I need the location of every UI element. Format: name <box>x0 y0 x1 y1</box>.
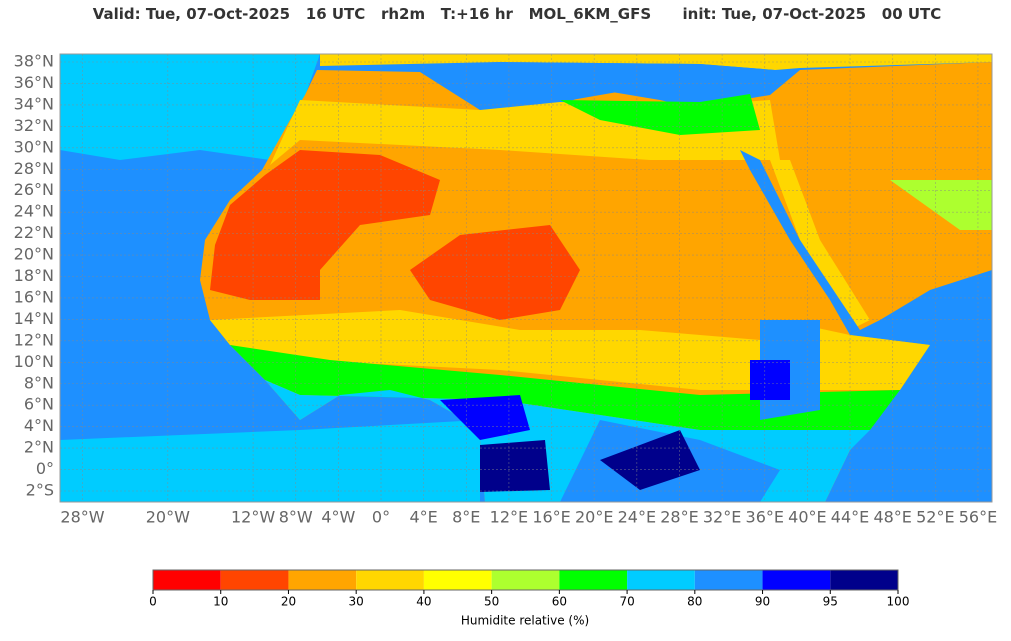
lon-label: 40°E <box>788 508 826 527</box>
colorbar-tick-label: 90 <box>755 595 770 609</box>
map <box>60 54 992 502</box>
lat-label: 22°N <box>14 223 54 242</box>
lon-label: 4°W <box>321 508 355 527</box>
colorbar-segment <box>559 570 628 590</box>
title: Valid: Tue, 07-Oct-2025 16 UTC rh2m T:+1… <box>93 5 942 23</box>
axis-labels: 38°N 36°N 34°N 32°N 30°N 28°N 26°N 24°N 22°N 20°N… <box>14 52 998 527</box>
lat-label: 14°N <box>14 309 54 328</box>
lon-label: 0° <box>372 508 390 527</box>
wet-area <box>440 395 530 440</box>
dry-area <box>410 225 580 320</box>
humid-coast <box>890 180 992 230</box>
lat-label: 20°N <box>14 245 54 264</box>
lat-label: 12°N <box>14 330 54 349</box>
lat-label: 34°N <box>14 94 54 113</box>
colorbar-segment <box>830 570 898 590</box>
mediterranean <box>318 62 775 118</box>
colorbar-segment <box>762 570 831 590</box>
lon-label: 56°E <box>959 508 997 527</box>
lon-label: 28°E <box>660 508 698 527</box>
colorbar-tick-label: 100 <box>887 595 910 609</box>
colorbar-tick-label: 95 <box>823 595 838 609</box>
lat-label: 32°N <box>14 116 54 135</box>
lat-label: 26°N <box>14 180 54 199</box>
wet-area <box>600 430 700 490</box>
lat-label: 0° <box>36 459 54 478</box>
lat-label: 24°N <box>14 202 54 221</box>
colorbar-tick-label: 50 <box>484 595 499 609</box>
colorbar: 0 10 20 30 40 50 60 70 80 90 95 100 <box>149 569 910 609</box>
humid-coast <box>560 94 760 135</box>
colorbar-segment <box>153 570 221 590</box>
lon-label: 8°E <box>452 508 480 527</box>
wet-area <box>480 440 550 492</box>
colorbar-frame <box>152 569 899 591</box>
lon-label: 28°W <box>60 508 104 527</box>
colorbar-tick-label: 40 <box>416 595 431 609</box>
lat-label: 8°N <box>24 373 54 392</box>
lat-label: 18°N <box>14 266 54 285</box>
ocean-humid <box>60 54 320 160</box>
colorbar-tick-label: 60 <box>552 595 567 609</box>
lon-label: 32°E <box>703 508 741 527</box>
colorbar-tick-label: 10 <box>213 595 228 609</box>
lon-label: 24°E <box>618 508 656 527</box>
lon-label: 44°E <box>831 508 869 527</box>
colorbar-tick-label: 20 <box>281 595 296 609</box>
colorbar-label: Humidite relative (%) <box>461 614 589 628</box>
colorbar-segment <box>627 570 695 590</box>
colorbar-segment <box>356 570 424 590</box>
lat-label: 4°N <box>24 416 54 435</box>
colorbar-tick-label: 0 <box>149 595 157 609</box>
humid-coast <box>770 160 870 330</box>
lat-label: 30°N <box>14 137 54 156</box>
lat-label: 10°N <box>14 352 54 371</box>
lat-label: 2°N <box>24 438 54 457</box>
lon-label: 8°W <box>279 508 313 527</box>
lat-label: 28°N <box>14 159 54 178</box>
highlands <box>750 360 790 400</box>
lon-label: 16°E <box>532 508 570 527</box>
lat-label: 2°S <box>26 481 54 500</box>
colorbar-segment <box>491 570 560 590</box>
map-frame <box>59 53 993 503</box>
colorbar-tick-label: 30 <box>349 595 364 609</box>
lat-label: 38°N <box>14 52 54 71</box>
lon-label: 20°W <box>146 508 190 527</box>
lon-label: 20°E <box>575 508 613 527</box>
lat-label: 6°N <box>24 395 54 414</box>
lon-label: 52°E <box>916 508 954 527</box>
lon-label: 48°E <box>873 508 911 527</box>
colorbar-segment <box>694 570 763 590</box>
humid-band <box>230 345 900 430</box>
lon-label: 12°W <box>231 508 275 527</box>
colorbar-segment <box>288 570 357 590</box>
red-sea <box>740 150 860 335</box>
ocean-humid <box>60 420 480 502</box>
lon-label: 4°E <box>409 508 437 527</box>
colorbar-segment <box>423 570 492 590</box>
lat-label: 16°N <box>14 287 54 306</box>
lon-label: 36°E <box>746 508 784 527</box>
lat-label: 36°N <box>14 73 54 92</box>
colorbar-tick-label: 70 <box>619 595 634 609</box>
colorbar-segment <box>220 570 289 590</box>
dry-area <box>210 150 440 300</box>
colorbar-tick-label: 80 <box>687 595 702 609</box>
lon-label: 12°E <box>490 508 528 527</box>
grid <box>60 54 992 502</box>
